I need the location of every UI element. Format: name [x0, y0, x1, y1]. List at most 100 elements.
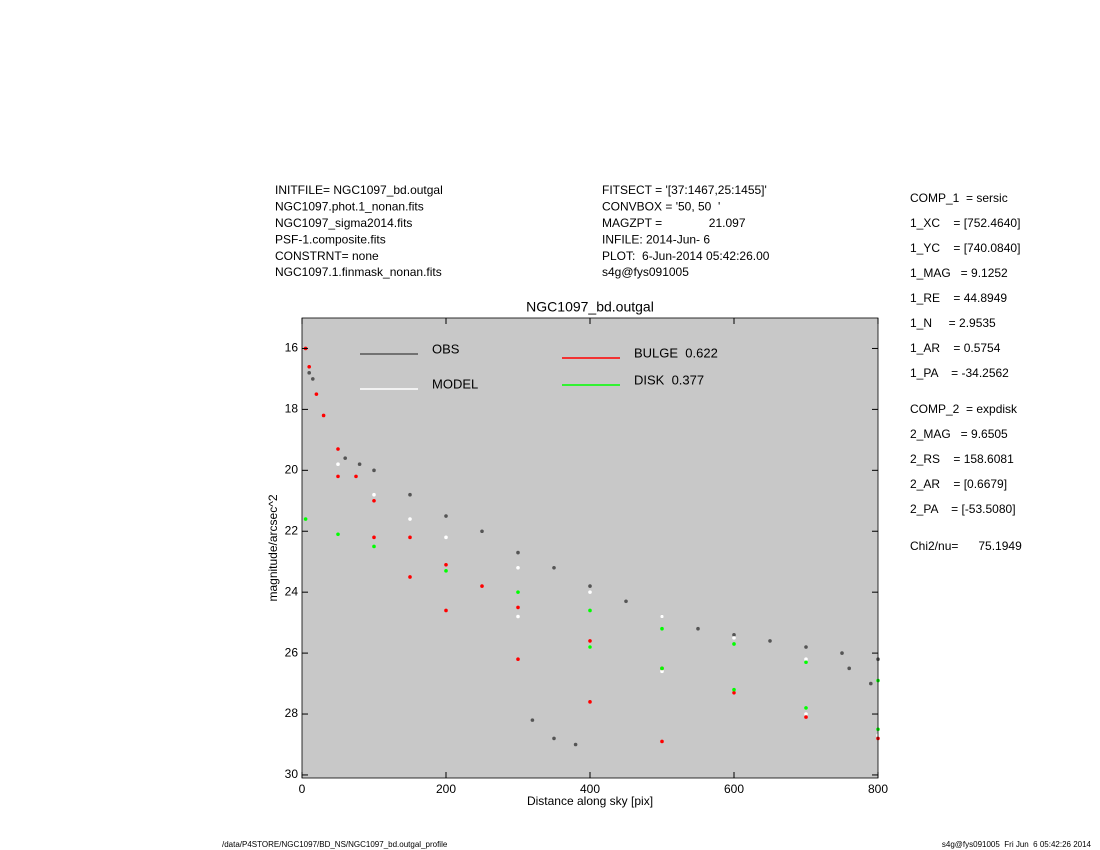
point: [314, 392, 319, 396]
param-line: 1_AR = 0.5754: [910, 341, 1001, 355]
point: [804, 715, 808, 719]
y-tick-label: 28: [285, 706, 299, 720]
info-line: INITFILE= NGC1097_bd.outgal: [275, 183, 443, 197]
point: [732, 636, 736, 640]
point: [804, 645, 808, 649]
point: [588, 590, 592, 594]
y-tick-label: 30: [285, 767, 299, 781]
point: [847, 666, 851, 671]
point: [372, 544, 376, 549]
point: [804, 712, 808, 716]
point: [321, 413, 326, 418]
point: [732, 642, 736, 646]
y-tick-label: 16: [285, 341, 299, 355]
point: [372, 535, 376, 540]
point: [732, 633, 736, 637]
point: [307, 364, 312, 369]
point: [804, 706, 808, 710]
point: [588, 584, 592, 588]
param-line: Chi2/nu= 75.1949: [910, 539, 1022, 553]
param-line: 2_AR = [0.6679]: [910, 477, 1007, 491]
point: [804, 660, 808, 665]
plot-area: [302, 318, 878, 778]
info-line: PSF-1.composite.fits: [275, 232, 386, 246]
point: [307, 371, 312, 375]
y-axis-label: magnitude/arcsec^2: [266, 494, 280, 601]
point: [311, 377, 315, 381]
param-line: 1_MAG = 9.1252: [910, 266, 1008, 280]
chart-title: NGC1097_bd.outgal: [526, 299, 654, 315]
point: [444, 608, 448, 613]
param-line: 2_PA = [-53.5080]: [910, 502, 1016, 516]
point: [840, 651, 844, 655]
point: [588, 700, 592, 704]
point: [660, 739, 664, 744]
point: [552, 736, 556, 741]
y-tick-label: 22: [285, 523, 299, 537]
info-line: NGC1097_sigma2014.fits: [275, 216, 412, 230]
point: [372, 492, 376, 497]
param-line: 2_MAG = 9.6505: [910, 427, 1008, 441]
point: [343, 456, 348, 460]
point: [660, 666, 664, 671]
point: [696, 626, 700, 631]
x-axis-label: Distance along sky [pix]: [527, 794, 653, 808]
param-line: COMP_1 = sersic: [910, 191, 1008, 205]
point: [660, 669, 664, 674]
info-line: s4g@fys091005: [602, 265, 689, 279]
point: [588, 639, 592, 643]
point: [357, 462, 362, 467]
x-tick-label: 400: [580, 782, 600, 796]
info-line: NGC1097.1.finmask_nonan.fits: [275, 265, 442, 279]
point: [336, 447, 340, 451]
point: [303, 517, 308, 521]
point: [408, 575, 412, 579]
point: [444, 535, 448, 540]
point: [444, 569, 448, 573]
point: [573, 742, 578, 747]
x-tick-label: 0: [299, 782, 306, 796]
legend-label: OBS: [432, 341, 460, 356]
point: [480, 529, 484, 534]
footer-left: /data/P4STORE/NGC1097/BD_NS/NGC1097_bd.o…: [222, 840, 448, 849]
point: [552, 566, 556, 570]
info-line: CONSTRNT= none: [275, 249, 379, 263]
param-line: 1_PA = -34.2562: [910, 366, 1009, 380]
point: [516, 614, 520, 619]
point: [480, 584, 484, 588]
point: [408, 492, 412, 497]
legend-label: BULGE 0.622: [634, 345, 718, 360]
y-tick-label: 26: [285, 645, 299, 659]
point: [768, 639, 772, 643]
point: [354, 474, 358, 479]
info-line: CONVBOX = '50, 50 ': [602, 200, 720, 214]
point: [336, 474, 340, 479]
param-line: 2_RS = 158.6081: [910, 452, 1014, 466]
info-line: MAGZPT = 21.097: [602, 216, 746, 230]
point: [516, 590, 520, 594]
point: [660, 626, 664, 631]
point: [372, 498, 376, 503]
point: [372, 468, 376, 473]
info-line: PLOT: 6-Jun-2014 05:42:26.00: [602, 249, 770, 263]
info-line: FITSECT = '[37:1467,25:1455]': [602, 183, 767, 197]
footer-right: s4g@fys091005 Fri Jun 6 05:42:26 2014: [942, 840, 1092, 849]
x-tick-label: 200: [436, 782, 456, 796]
x-tick-label: 800: [868, 782, 888, 796]
info-line: NGC1097.phot.1_nonan.fits: [275, 200, 424, 214]
param-line: 1_XC = [752.4640]: [910, 216, 1020, 230]
points: [303, 346, 880, 747]
point: [732, 687, 736, 692]
info-line: INFILE: 2014-Jun- 6: [602, 232, 710, 246]
x-tick-label: 600: [724, 782, 744, 796]
point: [516, 550, 520, 555]
legend-label: DISK 0.377: [634, 372, 704, 387]
y-tick-label: 24: [285, 584, 299, 598]
point: [516, 566, 520, 570]
legend-label: MODEL: [432, 376, 478, 391]
point: [732, 690, 736, 695]
point: [516, 657, 520, 661]
point: [444, 562, 448, 567]
param-line: 1_RE = 44.8949: [910, 291, 1007, 305]
